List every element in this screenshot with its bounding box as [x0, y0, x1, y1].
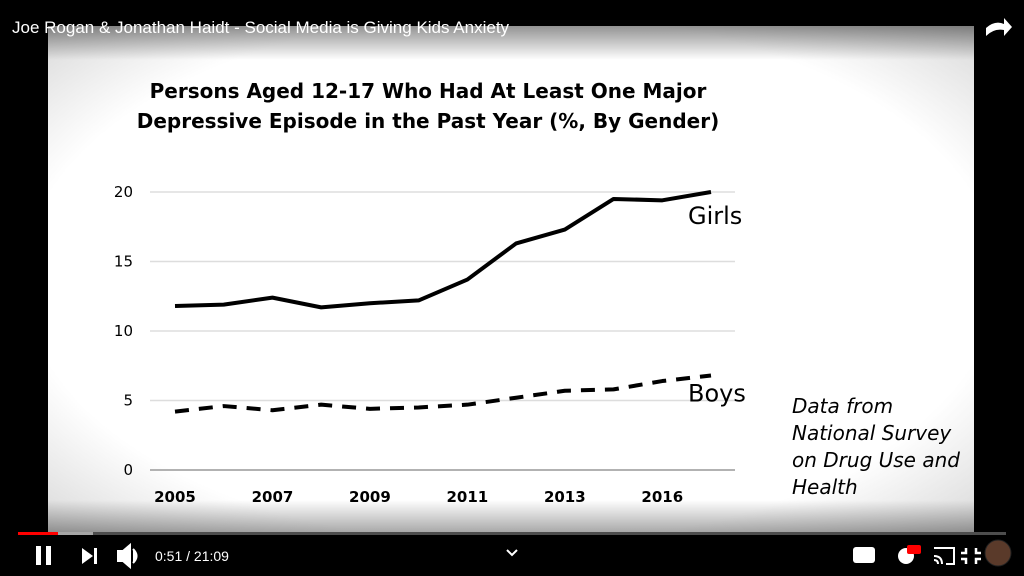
y-tick-label: 0	[123, 461, 133, 479]
chart-title: Depressive Episode in the Past Year (%, …	[137, 109, 720, 133]
series-label: Boys	[688, 379, 746, 407]
exit-fullscreen-button[interactable]	[961, 548, 981, 564]
pause-button[interactable]	[36, 546, 41, 565]
chart: Persons Aged 12-17 Who Had At Least One …	[114, 79, 960, 506]
channel-avatar[interactable]	[984, 539, 1012, 567]
volume-button[interactable]	[117, 542, 138, 570]
next-button[interactable]	[82, 548, 97, 564]
video-title[interactable]: Joe Rogan & Jonathan Haidt - Social Medi…	[12, 18, 510, 37]
hd-badge	[907, 545, 921, 554]
progress-track[interactable]	[18, 532, 1006, 535]
time-display: 0:51 / 21:09	[155, 548, 229, 564]
top-shade	[0, 0, 1024, 60]
annotation: Health	[792, 475, 858, 499]
captions-button[interactable]	[853, 547, 875, 563]
chart-title: Persons Aged 12-17 Who Had At Least One …	[150, 79, 707, 103]
annotation: National Survey	[792, 421, 952, 445]
series-line	[174, 373, 712, 414]
slide	[48, 26, 974, 532]
share-button[interactable]	[986, 18, 1012, 36]
y-tick-label: 20	[114, 183, 133, 201]
cast-button[interactable]	[933, 547, 955, 565]
progress-played	[18, 532, 58, 535]
series-label: Girls	[688, 202, 742, 230]
annotation: Data from	[792, 394, 893, 418]
annotation: on Drug Use and	[792, 448, 960, 472]
pause-button-bar	[46, 546, 51, 565]
bottom-shade	[0, 500, 1024, 576]
y-tick-label: 15	[114, 253, 133, 271]
chapters-toggle[interactable]	[506, 549, 518, 557]
series-line	[174, 190, 712, 310]
y-tick-label: 5	[123, 392, 133, 410]
y-tick-label: 10	[114, 322, 133, 340]
